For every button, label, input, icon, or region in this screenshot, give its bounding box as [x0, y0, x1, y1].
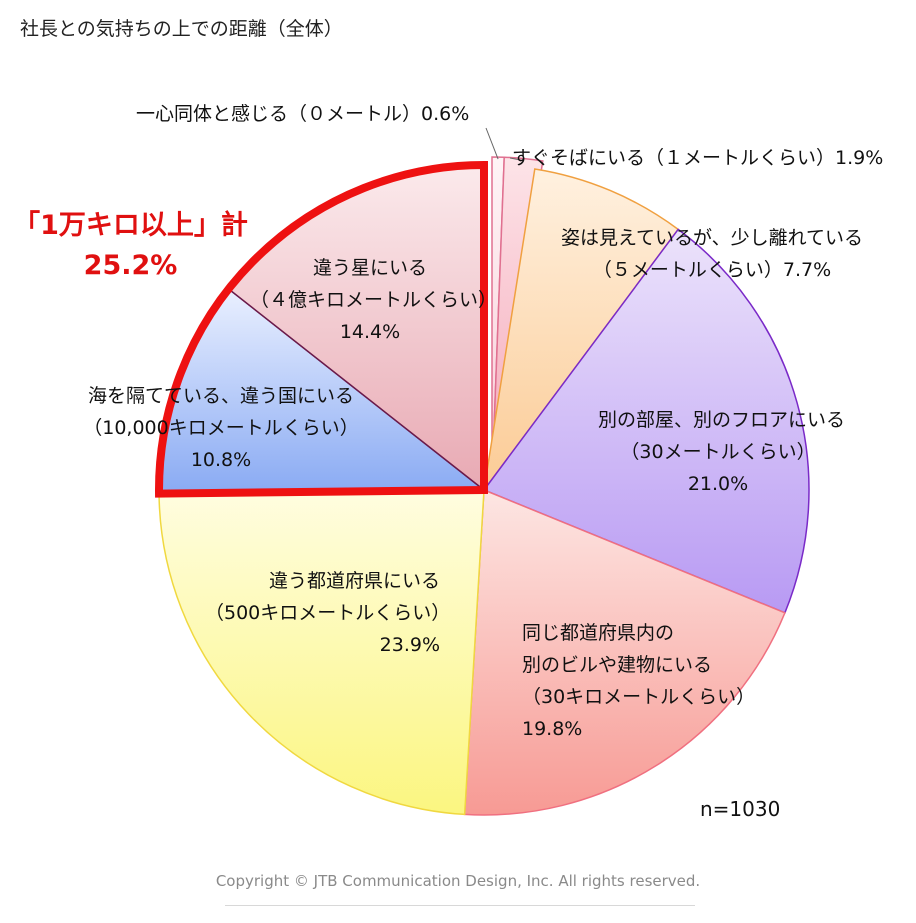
slice-label-line: （10,000キロメートルくらい） [83, 417, 359, 439]
slice-label-line: 海を隔てている、違う国にいる [87, 385, 354, 407]
slice-label-3: 姿は見えているが、少し離れている （５メートルくらい）7.7% [552, 222, 872, 286]
chart-title: 社長との気持ちの上での距離（全体） [20, 18, 343, 40]
slice-label-line: （30メートルくらい） [620, 441, 816, 463]
highlight-group [155, 160, 488, 498]
slice-label-1: 一心同体と感じる（０メートル）0.6% [136, 98, 469, 130]
slice-label-2: すぐそばにいる（１メートルくらい）1.9% [512, 142, 883, 174]
slice-label-line: 姿は見えているが、少し離れている [560, 227, 864, 249]
sample-size: n=1030 [700, 797, 781, 821]
pie-slice-5 [463, 488, 786, 816]
slice-label-line: 23.9% [379, 634, 440, 656]
slice-label-line: 同じ都道府県内の [522, 622, 675, 644]
highlight-outline [155, 160, 488, 498]
pie-slice-3 [483, 168, 680, 491]
highlight-label: 「1万キロ以上」計 25.2% [8, 206, 253, 286]
highlight-label-line: 「1万キロ以上」計 [13, 210, 248, 241]
slice-label-line: （４億キロメートルくらい） [250, 289, 498, 311]
slice-label-line: 21.0% [687, 473, 749, 495]
slice-label-8: 違う星にいる （４億キロメートルくらい） 14.4% [250, 252, 498, 348]
leader-line-1 [485, 127, 499, 160]
slice-label-line: 別のビルや建物にいる [522, 654, 713, 676]
pie-slice-4 [482, 228, 810, 614]
slice-label-4: 別の部屋、別のフロアにいる （30メートルくらい） 21.0% [598, 404, 846, 500]
slice-label-line: すぐそばにいる（１メートルくらい）1.9% [512, 147, 884, 169]
slice-label-line: （30キロメートルくらい） [522, 686, 756, 708]
slice-label-line: 別の部屋、別のフロアにいる [598, 409, 846, 431]
pie-slices [158, 127, 810, 816]
copyright-notice: Copyright © JTB Communication Design, In… [215, 872, 701, 890]
pie-slice-6 [158, 489, 485, 816]
slice-label-5: 同じ都道府県内の別のビルや建物にいる （30キロメートルくらい） 19.8% [522, 617, 755, 745]
footer-divider [225, 905, 695, 906]
slice-label-line: 19.8% [522, 718, 583, 740]
leader-line-2 [509, 157, 524, 162]
slice-label-line: 違う星にいる [312, 257, 427, 279]
slice-label-line: 違う都道府県にいる [268, 570, 440, 592]
slice-label-line: 14.4% [339, 321, 401, 343]
slice-label-7: 海を隔てている、違う国にいる （10,000キロメートルくらい） 10.8% [76, 380, 366, 476]
slice-label-line: 一心同体と感じる（０メートル）0.6% [136, 103, 470, 125]
slice-label-line: （５メートルくらい）7.7% [592, 259, 832, 281]
slice-label-line: 10.8% [190, 449, 252, 471]
slice-label-line: （500キロメートルくらい） [205, 602, 451, 624]
highlight-label-line: 25.2% [83, 250, 178, 281]
slice-label-6: 違う都道府県にいる （500キロメートルくらい） 23.9% [205, 565, 451, 661]
